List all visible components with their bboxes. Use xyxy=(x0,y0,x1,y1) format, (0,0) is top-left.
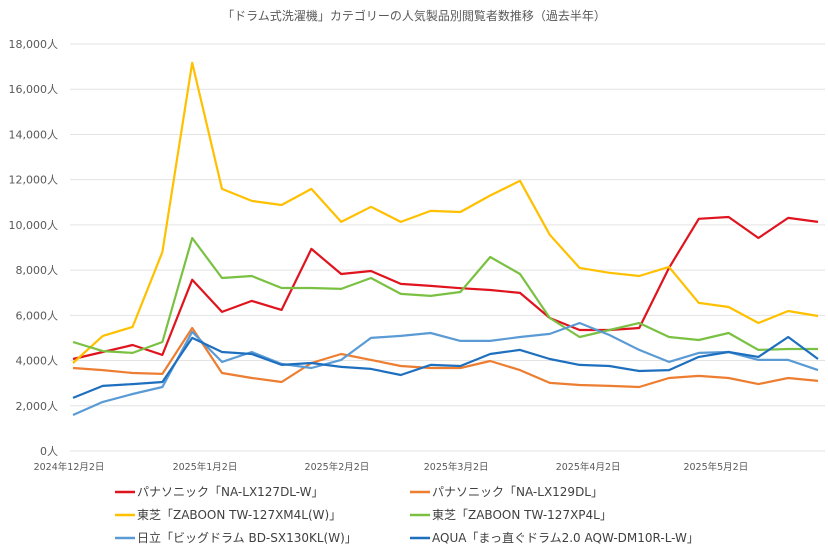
y-tick-label: 4,000人 xyxy=(16,355,59,368)
y-tick-label: 8,000人 xyxy=(16,264,59,277)
legend-label: 東芝「ZABOON TW-127XP4L」 xyxy=(432,507,612,522)
y-tick-label: 18,000人 xyxy=(9,38,59,51)
legend-item: パナソニック「NA-LX129DL」 xyxy=(410,485,603,499)
series-line xyxy=(72,215,819,361)
series-line xyxy=(72,61,819,364)
legend-label: 東芝「ZABOON TW-127XM4L(W)」 xyxy=(137,507,341,522)
legend-item: 日立「ビッグドラム BD-SX130KL(W)」 xyxy=(115,530,357,545)
x-tick-label: 2025年1月2日 xyxy=(173,461,238,473)
legend-item: 東芝「ZABOON TW-127XM4L(W)」 xyxy=(115,507,341,522)
x-tick-label: 2025年2月2日 xyxy=(305,461,370,473)
y-tick-label: 2,000人 xyxy=(16,400,59,413)
legend-label: パナソニック「NA-LX127DL-W」 xyxy=(137,485,324,499)
legend-label: AQUA「まっ直ぐドラム2.0 AQW-DM10R-L-W」 xyxy=(432,531,699,545)
y-tick-label: 12,000人 xyxy=(9,174,59,187)
y-tick-label: 14,000人 xyxy=(9,128,59,141)
chart-title: 「ドラム式洗濯機」カテゴリーの人気製品別閲覧者数推移（過去半年） xyxy=(222,8,606,23)
x-tick-label: 2024年12月2日 xyxy=(34,461,105,473)
legend-item: パナソニック「NA-LX127DL-W」 xyxy=(115,485,324,499)
legend-item: 東芝「ZABOON TW-127XP4L」 xyxy=(410,507,612,522)
x-tick-label: 2025年5月2日 xyxy=(683,461,748,473)
series-line xyxy=(72,236,818,354)
y-tick-label: 16,000人 xyxy=(9,83,59,96)
y-tick-label: 10,000人 xyxy=(9,219,59,232)
y-tick-label: 6,000人 xyxy=(16,309,59,322)
series-line xyxy=(72,335,819,399)
x-tick-label: 2025年3月2日 xyxy=(424,461,489,473)
y-tick-label: 0人 xyxy=(40,445,58,458)
legend-item: AQUA「まっ直ぐドラム2.0 AQW-DM10R-L-W」 xyxy=(410,531,699,545)
x-tick-label: 2025年4月2日 xyxy=(556,461,621,473)
series-line xyxy=(72,321,819,417)
legend-label: パナソニック「NA-LX129DL」 xyxy=(432,485,603,499)
legend-label: 日立「ビッグドラム BD-SX130KL(W)」 xyxy=(137,530,357,545)
